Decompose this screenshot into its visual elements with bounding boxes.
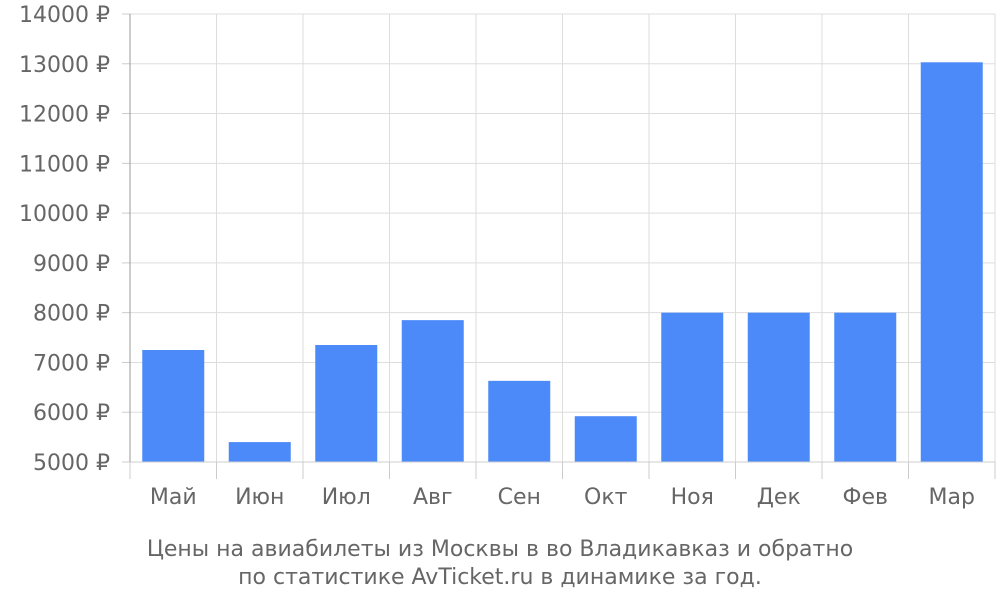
y-tick-label: 9000 ₽ — [33, 252, 110, 277]
bar-8 — [747, 312, 810, 462]
x-axis-tick-labels: Май Июн Июл Авг Сен Окт Ноя Дек Фев Мар — [150, 485, 975, 510]
x-tick-label: Авг — [413, 485, 453, 510]
x-tick-label: Май — [150, 485, 197, 510]
y-tick-label: 5000 ₽ — [33, 451, 110, 476]
y-tick-label: 7000 ₽ — [33, 351, 110, 376]
caption-line-1: Цены на авиабилеты из Москвы в во Владик… — [147, 537, 853, 562]
y-tick-label: 11000 ₽ — [19, 152, 110, 177]
x-tick-label: Ноя — [671, 485, 714, 510]
y-tick-label: 13000 ₽ — [19, 53, 110, 78]
chart-caption: Цены на авиабилеты из Москвы в во Владик… — [147, 537, 853, 590]
bar-7 — [661, 312, 724, 462]
bar-5 — [488, 380, 551, 462]
y-tick-label: 8000 ₽ — [33, 302, 110, 327]
grid — [122, 13, 996, 479]
bar-2 — [228, 442, 291, 462]
x-tick-label: Дек — [757, 485, 801, 510]
bars — [142, 62, 983, 462]
caption-line-2: по статистике AvTicket.ru в динамике за … — [238, 565, 762, 590]
x-tick-label: Окт — [584, 485, 628, 510]
bar-10 — [920, 62, 983, 462]
x-tick-label: Сен — [498, 485, 541, 510]
y-tick-label: 12000 ₽ — [19, 103, 110, 128]
bar-9 — [834, 312, 897, 462]
bar-4 — [401, 320, 464, 462]
y-tick-label: 10000 ₽ — [19, 202, 110, 227]
x-tick-label: Мар — [929, 485, 975, 510]
bar-6 — [574, 416, 637, 462]
bar-3 — [315, 345, 378, 462]
bar-1 — [142, 350, 205, 462]
y-tick-label: 6000 ₽ — [33, 401, 110, 426]
x-tick-label: Июл — [322, 485, 371, 510]
x-tick-label: Фев — [843, 485, 888, 510]
axes — [129, 14, 995, 463]
y-axis-tick-labels: 5000 ₽ 6000 ₽ 7000 ₽ 8000 ₽ 9000 ₽ 10000 ₽ 110… — [19, 3, 110, 476]
x-tick-label: Июн — [235, 485, 284, 510]
y-tick-label: 14000 ₽ — [19, 3, 110, 28]
